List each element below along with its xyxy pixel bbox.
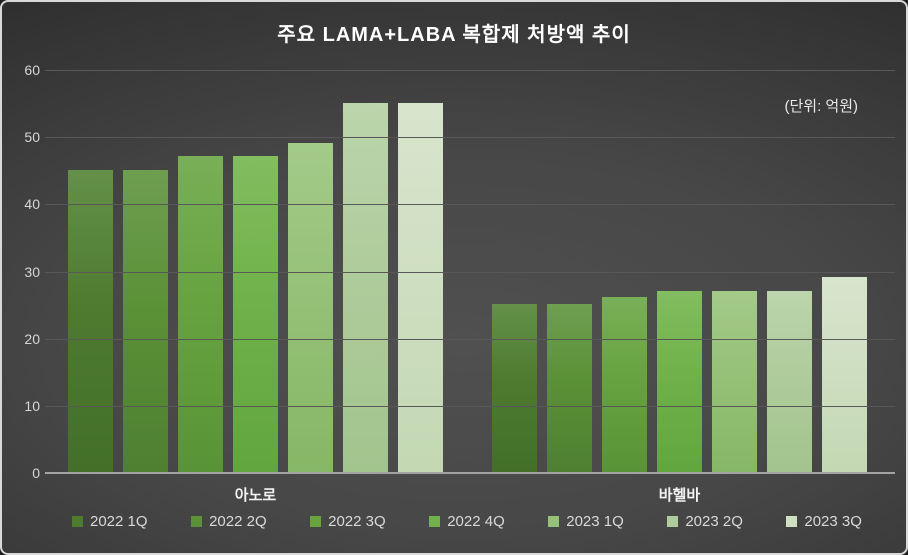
y-tick-label: 0 (32, 465, 40, 481)
bar (68, 169, 113, 472)
legend-item: 2023 3Q (786, 513, 862, 530)
y-tick-label: 60 (24, 62, 40, 78)
unit-annotation: (단위: 억원) (784, 98, 858, 115)
plot-area (45, 69, 895, 474)
chart-title: 주요 LAMA+LABA 복합제 처방액 추이 (277, 24, 631, 46)
y-tick-label: 40 (24, 196, 40, 213)
bar (822, 277, 867, 472)
gridline (45, 70, 895, 71)
bar-group-bahelba (492, 69, 867, 472)
bar (602, 297, 647, 472)
legend-swatch (667, 516, 679, 527)
legend-item: 2022 4Q (429, 513, 505, 530)
legend-swatch (72, 516, 83, 527)
legend-swatch (191, 516, 203, 527)
gridline (45, 271, 895, 273)
gridline (45, 137, 895, 139)
bar (492, 304, 537, 472)
gridline (45, 338, 895, 340)
category-label-bahelba: 바헬바 (658, 487, 701, 504)
y-tick-label: 20 (24, 330, 40, 347)
legend-item: 2023 1Q (548, 513, 624, 530)
bar (398, 102, 443, 472)
category-label-anoro: 아노로 (234, 487, 277, 504)
y-tick-label: 50 (24, 129, 40, 146)
legend-label: 2022 4Q (447, 513, 505, 530)
legend-label: 2022 2Q (209, 513, 267, 530)
bar (123, 169, 168, 472)
y-tick-label: 10 (24, 397, 40, 414)
bar (288, 142, 333, 472)
bar (233, 156, 278, 472)
bar-group-anoro (68, 69, 443, 472)
bar (657, 290, 702, 472)
gridline (45, 204, 895, 206)
legend-label: 2022 1Q (90, 513, 148, 530)
y-axis: 0 10 20 30 40 50 60 (2, 62, 40, 481)
legend-label: 2022 3Q (328, 513, 386, 530)
legend-item: 2022 1Q (72, 513, 148, 530)
legend-swatch (310, 516, 322, 527)
gridline (45, 405, 895, 407)
legend-label: 2023 2Q (685, 513, 743, 530)
bar (178, 156, 223, 472)
legend-item: 2023 2Q (667, 513, 743, 530)
legend-item: 2022 3Q (310, 513, 386, 530)
legend-swatch (786, 516, 798, 527)
bar (547, 304, 592, 472)
legend-label: 2023 3Q (804, 513, 862, 530)
legend-label: 2023 1Q (566, 513, 624, 530)
bar (767, 290, 812, 472)
bar (343, 102, 388, 472)
x-axis-line (45, 472, 895, 474)
bar (712, 290, 757, 472)
legend-swatch (548, 516, 560, 527)
legend-item: 2022 2Q (191, 513, 267, 530)
y-tick-label: 30 (24, 263, 40, 280)
legend: 2022 1Q 2022 2Q 2022 3Q 2022 4Q 2023 1Q 2023 … (72, 513, 862, 530)
legend-swatch (429, 516, 441, 527)
